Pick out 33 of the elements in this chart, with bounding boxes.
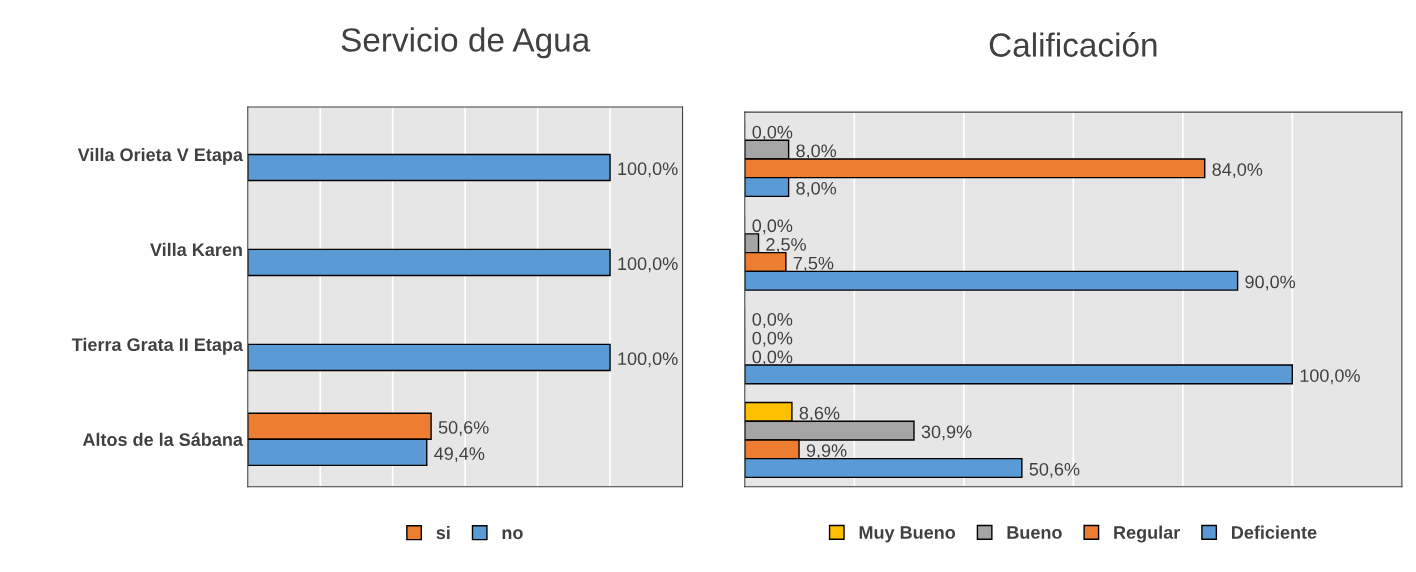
legend-label: si [436,525,450,540]
y-tick-label: Villa Orieta V Etapa [77,147,244,165]
data-label: 0,0% [752,350,793,366]
data-label: 7,5% [793,256,834,272]
chart-title: Servicio de Agua [341,27,591,59]
data-label: 8,0% [796,144,837,160]
data-label: 0,0% [752,219,793,235]
chart-title: Calificación [989,32,1157,57]
data-label: 50,6% [1029,462,1080,478]
data-label: 30,9% [921,425,972,441]
data-label: 2,5% [766,238,806,253]
data-label: 0,0% [752,313,793,328]
legend-label: Regular [1114,525,1180,543]
data-label: 100,0% [1300,369,1360,385]
data-label: 0,0% [752,125,793,141]
legend-label: Bueno [1007,526,1062,539]
data-label: 8,0% [796,181,837,197]
y-tick-label: Tierra Grata II Etapa [71,337,244,355]
data-label: 100,0% [618,257,678,273]
y-tick-label: Villa Karen [150,242,242,257]
y-tick-label: Altos de la Sábana [82,432,244,447]
legend-label: no [502,529,523,540]
legend-label: Deficiente [1232,525,1317,539]
data-label: 100,0% [618,162,678,178]
data-label: 90,0% [1245,275,1296,291]
data-label: 9,9% [806,444,847,460]
data-label: 100,0% [618,352,678,368]
data-label: 49,4% [434,447,485,463]
legend-label: Muy Bueno [859,526,956,543]
data-label: 84,0% [1212,163,1263,179]
data-label: 8,6% [799,406,840,422]
data-label: 50,6% [438,421,489,436]
data-label: 0,0% [752,331,793,347]
